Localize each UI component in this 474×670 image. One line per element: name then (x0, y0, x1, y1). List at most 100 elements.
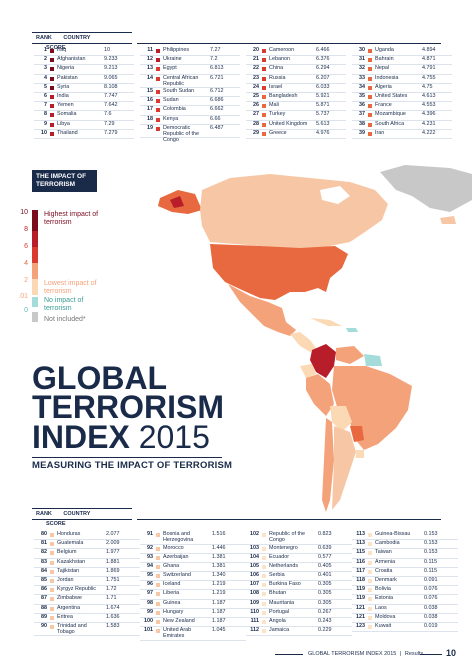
row-color-swatch (156, 620, 160, 624)
table-row: 30 Uganda 4.894 (352, 47, 452, 57)
row-score: 4.222 (422, 129, 436, 136)
table-row: 121 Moldova 0.038 (352, 614, 458, 623)
row-color-swatch (368, 588, 372, 593)
table-row: 92 Morocco 1.446 (140, 545, 246, 554)
row-score: 4.791 (422, 65, 436, 72)
row-color-swatch (156, 564, 160, 569)
table-row: 8 Somalia 7.6 (34, 111, 134, 121)
row-country: Egypt (163, 65, 177, 72)
table-row: 37 Mozambique 4.396 (352, 111, 452, 121)
table-row: 6 India 7.747 (34, 92, 134, 103)
row-color-swatch (156, 610, 160, 615)
table-row: 108 Bhutan 0.305 (246, 590, 352, 600)
table-row: 3 Nigeria 9.213 (34, 65, 134, 75)
table-row: 5 Syria 8.108 (34, 84, 134, 93)
footer-line (420, 654, 442, 655)
row-rank: 39 (359, 129, 365, 136)
row-color-swatch (368, 597, 372, 602)
table-row: 35 United States 4.613 (352, 92, 452, 103)
subtitle-rule (32, 457, 222, 458)
row-country: Guinea (163, 599, 181, 606)
row-color-swatch (262, 113, 266, 118)
table-row: 17 Colombia 6.662 (140, 106, 240, 116)
table-row: 104 Ecuador 0.577 (246, 554, 352, 563)
row-color-swatch (156, 533, 160, 537)
row-country: Angola (269, 618, 286, 624)
row-score: 4.871 (422, 56, 436, 63)
row-country: South Africa (375, 120, 405, 127)
row-rank: 10 (41, 129, 47, 136)
row-country: Montenegro (269, 544, 298, 551)
row-country: Bhutan (269, 590, 287, 597)
legend-label-high: Highest impact of terrorism (44, 211, 99, 226)
row-score: 4.553 (422, 102, 436, 109)
row-score: 4.976 (316, 129, 330, 136)
row-country: Ghana (163, 562, 180, 569)
row-country: United States (375, 92, 408, 99)
table-row: 85 Jordan 1.751 (34, 577, 140, 587)
row-score: 0.305 (318, 590, 332, 597)
table-row: 9 Libya 7.29 (34, 121, 134, 130)
row-country: China (269, 65, 284, 72)
top-table-rule (137, 43, 441, 44)
row-country: South Sudan (163, 88, 195, 95)
row-rank: 94 (147, 562, 153, 569)
row-country: Guinea-Bissau (375, 531, 411, 537)
row-rank: 99 (147, 608, 153, 615)
row-score: 10 (104, 47, 110, 53)
header-country: COUNTRY (63, 511, 91, 517)
row-color-swatch (368, 131, 372, 136)
row-rank: 91 (147, 531, 153, 537)
map-paraguay (350, 426, 364, 442)
table-row: 96 Iceland 1.219 (140, 581, 246, 591)
row-score: 0.076 (424, 595, 438, 602)
legend-num-10: 10 (20, 209, 28, 216)
row-country: Mali (269, 102, 279, 109)
map-argentina (332, 426, 356, 510)
row-color-swatch (156, 49, 160, 53)
row-score: 7.747 (104, 92, 118, 99)
row-rank: 116 (356, 558, 365, 565)
row-country: Democratic Republic of the Congo (163, 124, 199, 143)
row-country: Libya (57, 120, 70, 127)
row-color-swatch (50, 597, 54, 602)
row-color-swatch (262, 131, 266, 136)
row-score: 0.639 (318, 544, 332, 551)
table-row: 81 Guatemala 2.009 (34, 540, 140, 550)
row-color-swatch (50, 94, 54, 99)
row-country: Laos (375, 604, 387, 611)
row-rank: 101 (144, 627, 153, 634)
row-country: Yemen (57, 102, 74, 109)
row-score: 9.233 (104, 56, 118, 63)
row-score: 4.396 (422, 111, 436, 118)
table-row: 115 Taiwan 0.153 (352, 549, 458, 559)
table-row: 34 Algeria 4.75 (352, 84, 452, 93)
row-country: Zimbabwe (57, 595, 82, 602)
table-row: 119 Estonia 0.076 (352, 595, 458, 605)
table-row: 112 Jamaica 0.229 (246, 627, 352, 637)
row-country: Sudan (163, 97, 179, 104)
title-line-2: TERRORISM (32, 389, 224, 425)
row-country: Serbia (269, 572, 285, 579)
row-rank: 33 (359, 74, 365, 81)
row-color-swatch (262, 85, 266, 90)
row-score: 0.577 (318, 553, 332, 560)
row-rank: 88 (41, 604, 47, 611)
row-score: 6.813 (210, 65, 224, 72)
header-score: SCORE (46, 521, 66, 527)
row-color-swatch (156, 90, 160, 95)
table-row: 119 Bolivia 0.076 (352, 586, 458, 596)
row-score: 6.207 (316, 74, 330, 81)
row-rank: 26 (253, 102, 259, 109)
table-row: 110 Portugal 0.267 (246, 609, 352, 618)
map-colombia (310, 344, 336, 378)
row-country: Bangladesh (269, 92, 298, 99)
row-color-swatch (156, 601, 160, 606)
row-country: Taiwan (375, 549, 392, 556)
table-row: 87 Zimbabwe 1.71 (34, 595, 140, 605)
row-rank: 30 (359, 47, 365, 53)
row-score: 0.153 (424, 531, 438, 537)
row-rank: 121 (356, 613, 365, 620)
row-score: 5.613 (316, 120, 330, 127)
footer-title: GLOBAL TERRORISM INDEX 2015 (308, 651, 397, 657)
